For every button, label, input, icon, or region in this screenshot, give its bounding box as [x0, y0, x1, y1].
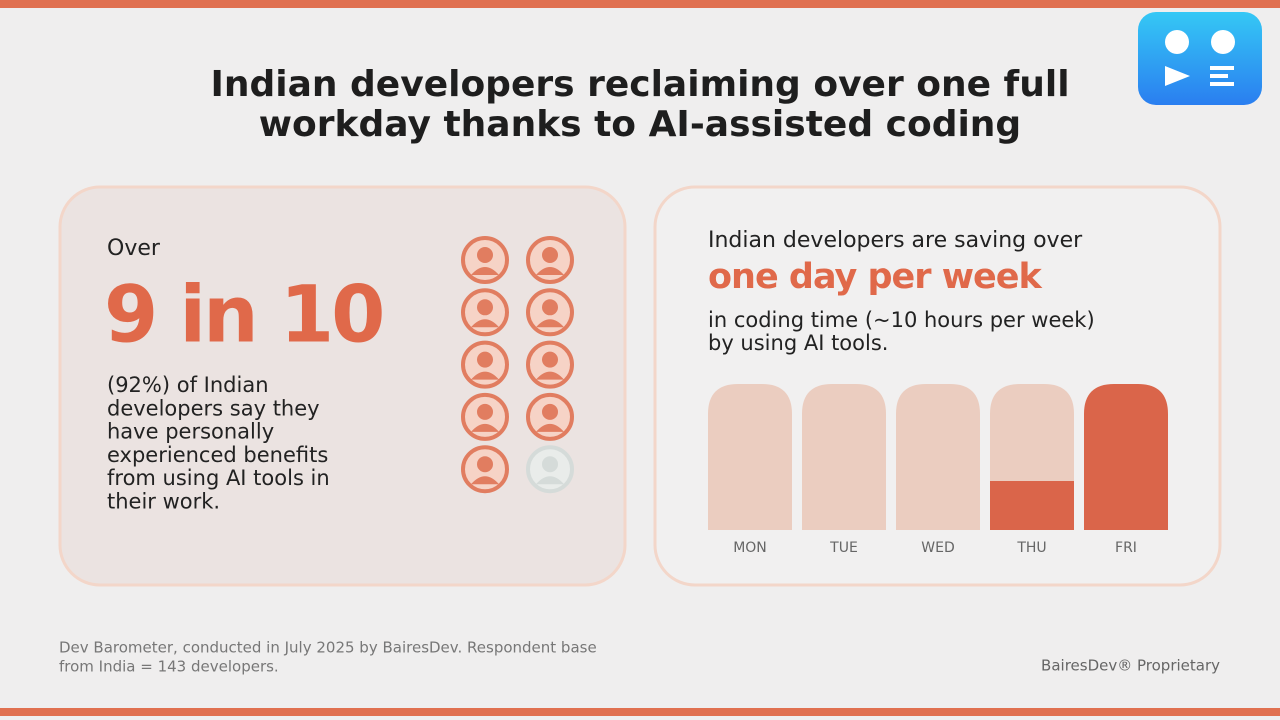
- day-label: WED: [921, 540, 954, 556]
- credit: BairesDev® Proprietary: [1041, 657, 1220, 675]
- person-icon: [526, 288, 574, 337]
- title: workday thanks to AI-assisted coding: [259, 104, 1021, 145]
- title: Indian developers reclaiming over one fu…: [210, 64, 1069, 105]
- icon-body: [471, 476, 499, 485]
- icon-head: [477, 403, 493, 420]
- person-icon: [461, 392, 509, 441]
- left-body: their work.: [107, 490, 220, 514]
- day-bar: [896, 384, 980, 530]
- left-lead: Over: [107, 236, 161, 261]
- right-body: by using AI tools.: [708, 331, 888, 355]
- day-label: MON: [733, 540, 767, 556]
- day-label: TUE: [829, 540, 858, 556]
- left-body: experienced benefits: [107, 443, 328, 467]
- icon-body: [536, 423, 564, 432]
- icon-body: [536, 267, 564, 275]
- top-stripe: [0, 0, 1280, 8]
- source-note: from India = 143 developers.: [59, 658, 279, 676]
- icon-head: [477, 456, 493, 473]
- person-icon: [461, 236, 509, 284]
- icon-head: [477, 351, 493, 368]
- day-bar: [1084, 384, 1168, 530]
- left-body: developers say they: [107, 396, 320, 420]
- right-lead: Indian developers are saving over: [708, 228, 1083, 253]
- left-body: (92%) of Indian: [107, 373, 269, 397]
- day-label: FRI: [1115, 540, 1137, 556]
- icon-body: [536, 319, 564, 328]
- icon-body: [536, 476, 564, 485]
- person-icon: [526, 340, 574, 389]
- right-body: in coding time (~10 hours per week): [708, 308, 1095, 332]
- day-bar: [802, 384, 886, 530]
- bottom-stripe: [0, 708, 1280, 716]
- day-label: THU: [1016, 540, 1046, 556]
- icon-body: [471, 319, 499, 328]
- icon-body: [471, 423, 499, 432]
- person-icon: [461, 445, 509, 494]
- right-headline: one day per week: [708, 257, 1043, 297]
- day-bar-fill: [990, 481, 1074, 530]
- person-icon: [461, 288, 509, 337]
- icon-head: [477, 247, 493, 263]
- icon-head: [477, 299, 493, 316]
- icon-body: [471, 267, 499, 275]
- icon-head: [542, 247, 558, 263]
- icon-head: [542, 403, 558, 420]
- person-icon: [461, 340, 509, 389]
- left-body: have personally: [107, 420, 274, 444]
- icon-head: [542, 456, 558, 473]
- icon-body: [471, 371, 499, 380]
- source-note: Dev Barometer, conducted in July 2025 by…: [59, 639, 597, 657]
- logo: [1138, 12, 1262, 105]
- day-bar: [708, 384, 792, 530]
- person-icon: [526, 392, 574, 441]
- person-icon: [526, 236, 574, 284]
- icon-head: [542, 299, 558, 316]
- left-headline: 9 in 10: [104, 270, 382, 360]
- icon-body: [536, 371, 564, 380]
- left-body: from using AI tools in: [107, 466, 330, 490]
- icon-head: [542, 351, 558, 368]
- person-icon: [526, 445, 574, 494]
- people-icons: [461, 236, 574, 494]
